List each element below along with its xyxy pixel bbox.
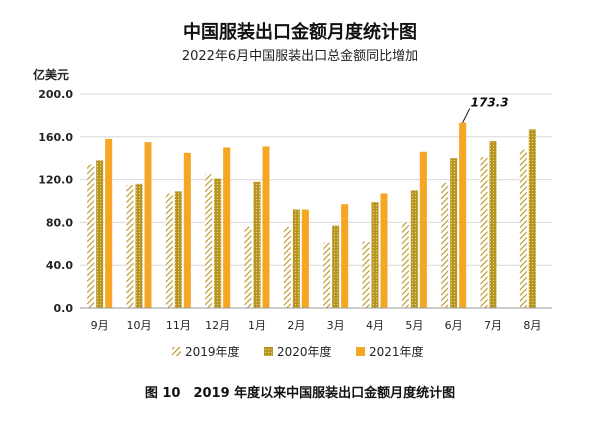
annotation-leader: [462, 108, 471, 123]
y-tick-label: 120.0: [38, 174, 73, 187]
bar: [332, 225, 340, 308]
bar: [174, 191, 182, 308]
bar: [144, 142, 152, 308]
bar: [87, 164, 95, 308]
bar: [105, 138, 113, 308]
bar: [401, 222, 409, 308]
legend-label: 2020年度: [277, 344, 332, 359]
bar: [489, 141, 497, 308]
grid-lines: [80, 93, 552, 266]
bar: [450, 158, 458, 308]
bar: [341, 204, 349, 308]
bar: [480, 157, 488, 308]
bar: [380, 193, 388, 308]
bar: [135, 183, 143, 308]
legend-swatch: [172, 347, 181, 356]
x-tick-label: 4月: [366, 319, 384, 332]
bar: [528, 129, 536, 308]
x-axis-ticks: 9月 10月 11月 12月 1月 2月 3月 4月 5月 6月 7月 8月: [91, 319, 542, 332]
y-tick-label: 40.0: [46, 259, 73, 272]
legend-label: 2019年度: [185, 344, 240, 359]
chart-title: 中国服装出口金额月度统计图: [183, 21, 417, 43]
y-tick-label: 200.0: [38, 88, 73, 101]
y-tick-label: 160.0: [38, 131, 73, 144]
bar: [419, 151, 427, 308]
y-axis-label: 亿美元: [33, 67, 69, 82]
y-tick-label: 80.0: [46, 216, 73, 229]
bars: [87, 122, 536, 308]
bar: [253, 181, 261, 308]
bar: [205, 174, 213, 308]
annotation: 173.3: [462, 96, 509, 123]
x-tick-label: 6月: [445, 319, 463, 332]
bar: [459, 122, 467, 308]
bar: [441, 182, 449, 308]
y-tick-label: 0.0: [54, 302, 74, 315]
bar: [301, 209, 309, 308]
x-tick-label: 8月: [523, 319, 541, 332]
y-axis-ticks: 0.0 40.0 80.0 120.0 160.0 200.0: [38, 88, 73, 315]
bar: [244, 226, 252, 308]
chart-subtitle: 2022年6月中国服装出口总金额同比增加: [182, 48, 418, 64]
bar: [96, 160, 104, 308]
bar: [214, 178, 222, 308]
bar: [262, 146, 270, 308]
bar: [183, 152, 191, 308]
figure-caption: 图 10 2019 年度以来中国服装出口金额月度统计图: [145, 385, 455, 401]
x-tick-label: 9月: [91, 319, 109, 332]
bar: [165, 193, 173, 308]
bar: [362, 241, 370, 308]
bar: [223, 147, 231, 308]
bar: [371, 202, 379, 308]
x-tick-label: 3月: [327, 319, 345, 332]
legend-swatch: [356, 347, 365, 356]
legend-label: 2021年度: [369, 344, 424, 359]
bar: [292, 209, 300, 308]
bar: [519, 149, 527, 308]
bar: [410, 190, 418, 308]
bar: [323, 242, 331, 308]
legend-swatch: [264, 347, 273, 356]
x-tick-label: 11月: [166, 319, 191, 332]
x-tick-label: 7月: [484, 319, 502, 332]
bar: [126, 184, 134, 308]
x-tick-label: 12月: [205, 319, 230, 332]
legend: 2019年度 2020年度 2021年度: [172, 344, 424, 359]
x-tick-label: 2月: [287, 319, 305, 332]
x-tick-label: 1月: [248, 319, 266, 332]
bar: [283, 226, 291, 308]
x-tick-label: 5月: [405, 319, 423, 332]
annotation-label: 173.3: [471, 96, 509, 110]
x-tick-label: 10月: [127, 319, 152, 332]
